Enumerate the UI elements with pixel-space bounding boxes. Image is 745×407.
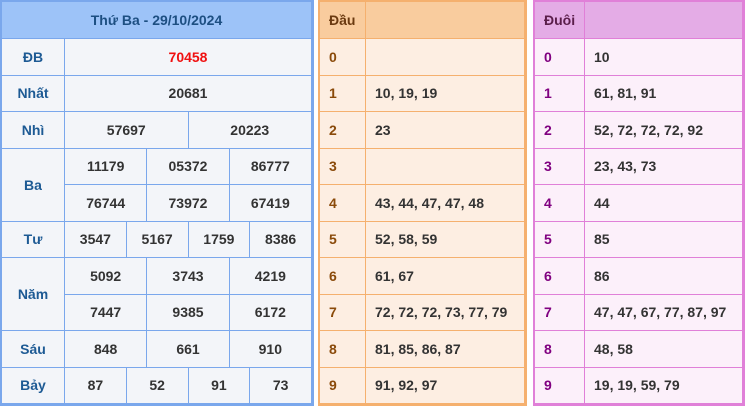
- prize-value: 20223: [188, 112, 312, 149]
- dau-numbers: [366, 148, 525, 185]
- prize-value: 4219: [229, 258, 312, 295]
- duoi-digit: 2: [535, 112, 585, 149]
- prize-value: 661: [147, 331, 230, 368]
- prize-label-nhat: Nhất: [2, 75, 65, 112]
- prize-value: 8386: [250, 221, 312, 258]
- duoi-digit: 4: [535, 185, 585, 222]
- dau-numbers: 52, 58, 59: [366, 221, 525, 258]
- duoi-numbers: 44: [585, 185, 743, 222]
- prize-value: 910: [229, 331, 312, 368]
- duoi-digit: 3: [535, 148, 585, 185]
- date-header: Thứ Ba - 29/10/2024: [2, 2, 312, 39]
- dau-digit: 5: [320, 221, 366, 258]
- dau-numbers: 72, 72, 72, 73, 77, 79: [366, 294, 525, 331]
- prize-value: 1759: [188, 221, 251, 258]
- prize-value: 73972: [147, 185, 230, 222]
- duoi-numbers: 86: [585, 258, 743, 295]
- duoi-digit: 6: [535, 258, 585, 295]
- prize-value: 5092: [65, 258, 148, 295]
- duoi-numbers: 85: [585, 221, 743, 258]
- dau-header: Đầu: [320, 2, 366, 39]
- duoi-header: Đuôi: [535, 2, 585, 39]
- prize-value: 3743: [147, 258, 230, 295]
- prize-label-ba: Ba: [2, 148, 65, 222]
- prize-value: 05372: [147, 148, 230, 185]
- results-table: Thứ Ba - 29/10/2024 ĐB 70458 Nhất 20681 …: [0, 0, 314, 406]
- dau-numbers: 23: [366, 112, 525, 149]
- duoi-header-blank: [585, 2, 743, 39]
- dau-numbers: [366, 39, 525, 76]
- dau-numbers: 61, 67: [366, 258, 525, 295]
- duoi-numbers: 52, 72, 72, 72, 92: [585, 112, 743, 149]
- dau-numbers: 91, 92, 97: [366, 367, 525, 404]
- duoi-digit: 1: [535, 75, 585, 112]
- prize-value: 3547: [65, 221, 127, 258]
- prize-value: 9385: [147, 294, 230, 331]
- dau-digit: 8: [320, 331, 366, 368]
- prize-value: 86777: [229, 148, 312, 185]
- dau-digit: 3: [320, 148, 366, 185]
- dau-digit: 6: [320, 258, 366, 295]
- prize-value: 7447: [65, 294, 148, 331]
- dau-digit: 9: [320, 367, 366, 404]
- dau-digit: 4: [320, 185, 366, 222]
- duoi-digit: 8: [535, 331, 585, 368]
- dau-digit: 2: [320, 112, 366, 149]
- dau-numbers: 43, 44, 47, 47, 48: [366, 185, 525, 222]
- dau-table: Đầu 0 1 10, 19, 19 2 23 3 4 43, 44, 47, 47, 48 5 5…: [318, 0, 527, 406]
- prize-label-nhi: Nhì: [2, 112, 65, 149]
- prize-label-tu: Tư: [2, 221, 65, 258]
- prize-value: 57697: [65, 112, 189, 149]
- dau-header-blank: [366, 2, 525, 39]
- duoi-table: Đuôi 0 10 1 61, 81, 91 2 52, 72, 72, 72, 92 3 23…: [533, 0, 745, 406]
- duoi-digit: 0: [535, 39, 585, 76]
- prize-value: 6172: [229, 294, 312, 331]
- prize-value: 52: [126, 367, 189, 404]
- prize-value: 76744: [65, 185, 148, 222]
- dau-numbers: 10, 19, 19: [366, 75, 525, 112]
- duoi-digit: 5: [535, 221, 585, 258]
- duoi-numbers: 61, 81, 91: [585, 75, 743, 112]
- dau-numbers: 81, 85, 86, 87: [366, 331, 525, 368]
- dau-digit: 0: [320, 39, 366, 76]
- prize-value: 848: [65, 331, 148, 368]
- prize-label-bay: Bảy: [2, 367, 65, 404]
- prize-value: 11179: [65, 148, 148, 185]
- duoi-numbers: 47, 47, 67, 77, 87, 97: [585, 294, 743, 331]
- prize-value: 20681: [65, 75, 312, 112]
- prize-value: 70458: [65, 39, 312, 76]
- duoi-numbers: 10: [585, 39, 743, 76]
- duoi-digit: 7: [535, 294, 585, 331]
- duoi-numbers: 19, 19, 59, 79: [585, 367, 743, 404]
- prize-value: 91: [188, 367, 251, 404]
- prize-label-sau: Sáu: [2, 331, 65, 368]
- prize-value: 87: [65, 367, 127, 404]
- duoi-numbers: 23, 43, 73: [585, 148, 743, 185]
- prize-value: 73: [250, 367, 312, 404]
- duoi-digit: 9: [535, 367, 585, 404]
- duoi-numbers: 48, 58: [585, 331, 743, 368]
- prize-label-db: ĐB: [2, 39, 65, 76]
- dau-digit: 1: [320, 75, 366, 112]
- prize-label-nam: Năm: [2, 258, 65, 331]
- prize-value: 67419: [229, 185, 312, 222]
- prize-value: 5167: [126, 221, 189, 258]
- dau-digit: 7: [320, 294, 366, 331]
